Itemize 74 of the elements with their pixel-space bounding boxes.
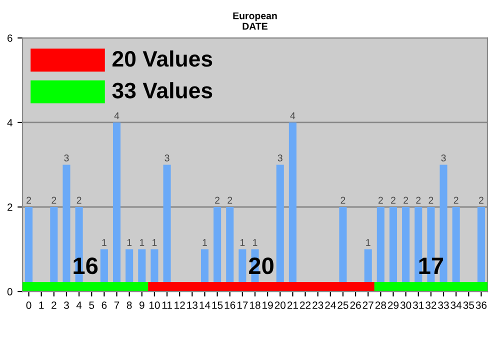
data-label: 3 (441, 154, 446, 162)
y-tick-label: 6 (8, 34, 12, 42)
annotation: 33 Values (112, 82, 212, 98)
x-tick-label: 12 (174, 302, 185, 309)
data-label: 2 (340, 196, 346, 204)
annotation: 17 (419, 258, 444, 274)
x-tick-label: 10 (149, 302, 160, 309)
x-tick-label: 25 (338, 302, 348, 309)
x-tick-label: 6 (102, 302, 107, 309)
y-tick-label: 4 (7, 119, 12, 126)
data-label: 2 (26, 196, 31, 204)
x-tick-label: 30 (400, 302, 412, 309)
x-tick-label: 5 (89, 302, 94, 309)
data-label: 2 (428, 196, 434, 204)
data-label: 1 (102, 239, 106, 246)
annotation: 20 (248, 257, 274, 274)
x-tick-label: 20 (274, 302, 286, 309)
data-label: 2 (76, 196, 82, 204)
data-label: 1 (140, 239, 144, 246)
x-tick-label: 4 (76, 302, 82, 309)
data-label: 1 (202, 239, 207, 246)
x-tick-label: 24 (325, 302, 336, 309)
data-label: 3 (164, 154, 170, 162)
data-label: 1 (127, 239, 132, 246)
x-tick-label: 7 (114, 302, 120, 309)
y-tick-label: 2 (8, 204, 12, 211)
data-label: 2 (479, 196, 484, 204)
data-label: 4 (114, 112, 120, 120)
x-tick-label: 35 (463, 302, 474, 309)
data-label: 3 (278, 154, 282, 162)
data-label: 2 (378, 196, 383, 204)
annotation: 16 (74, 257, 98, 274)
chart-title: European DATE (233, 12, 277, 30)
data-label: 2 (416, 196, 421, 204)
x-tick-label: 19 (262, 302, 273, 309)
x-tick-label: 26 (350, 302, 361, 309)
data-label: 2 (228, 196, 232, 204)
data-label: 4 (290, 112, 296, 120)
x-tick-label: 16 (224, 302, 236, 309)
data-label: 1 (240, 239, 245, 246)
y-tick-label: 0 (7, 288, 12, 296)
x-tick-label: 22 (300, 302, 311, 309)
data-label: 2 (391, 196, 396, 204)
x-tick-label: 8 (126, 302, 132, 309)
data-label: 1 (152, 239, 157, 246)
x-tick-label: 23 (312, 302, 324, 309)
x-tick-label: 34 (450, 302, 462, 309)
x-tick-label: 0 (26, 302, 32, 309)
x-tick-label: 17 (237, 302, 248, 309)
x-tick-label: 31 (412, 302, 424, 309)
x-tick-label: 15 (212, 302, 223, 309)
data-label: 2 (215, 196, 220, 204)
x-tick-label: 18 (250, 302, 260, 309)
x-tick-label: 32 (426, 302, 436, 309)
x-tick-label: 36 (476, 302, 487, 309)
x-tick-label: 29 (388, 302, 399, 309)
x-tick-label: 9 (139, 302, 144, 309)
x-tick-label: 13 (187, 302, 198, 309)
x-tick-label: 11 (162, 302, 172, 309)
x-tick-label: 28 (375, 302, 386, 309)
data-label: 2 (404, 196, 408, 204)
data-label: 1 (366, 239, 370, 246)
data-label: 2 (52, 196, 56, 204)
annotation: 20 Values (112, 50, 212, 67)
x-tick-label: 1 (39, 302, 44, 309)
data-label: 1 (253, 239, 258, 246)
x-tick-label: 2 (52, 302, 56, 309)
x-tick-label: 33 (438, 302, 449, 309)
x-tick-label: 14 (200, 302, 210, 309)
data-label: 2 (454, 196, 458, 204)
x-tick-label: 27 (362, 302, 374, 309)
x-tick-label: 21 (287, 302, 298, 309)
x-tick-label: 3 (64, 302, 69, 309)
data-label: 3 (64, 154, 69, 162)
